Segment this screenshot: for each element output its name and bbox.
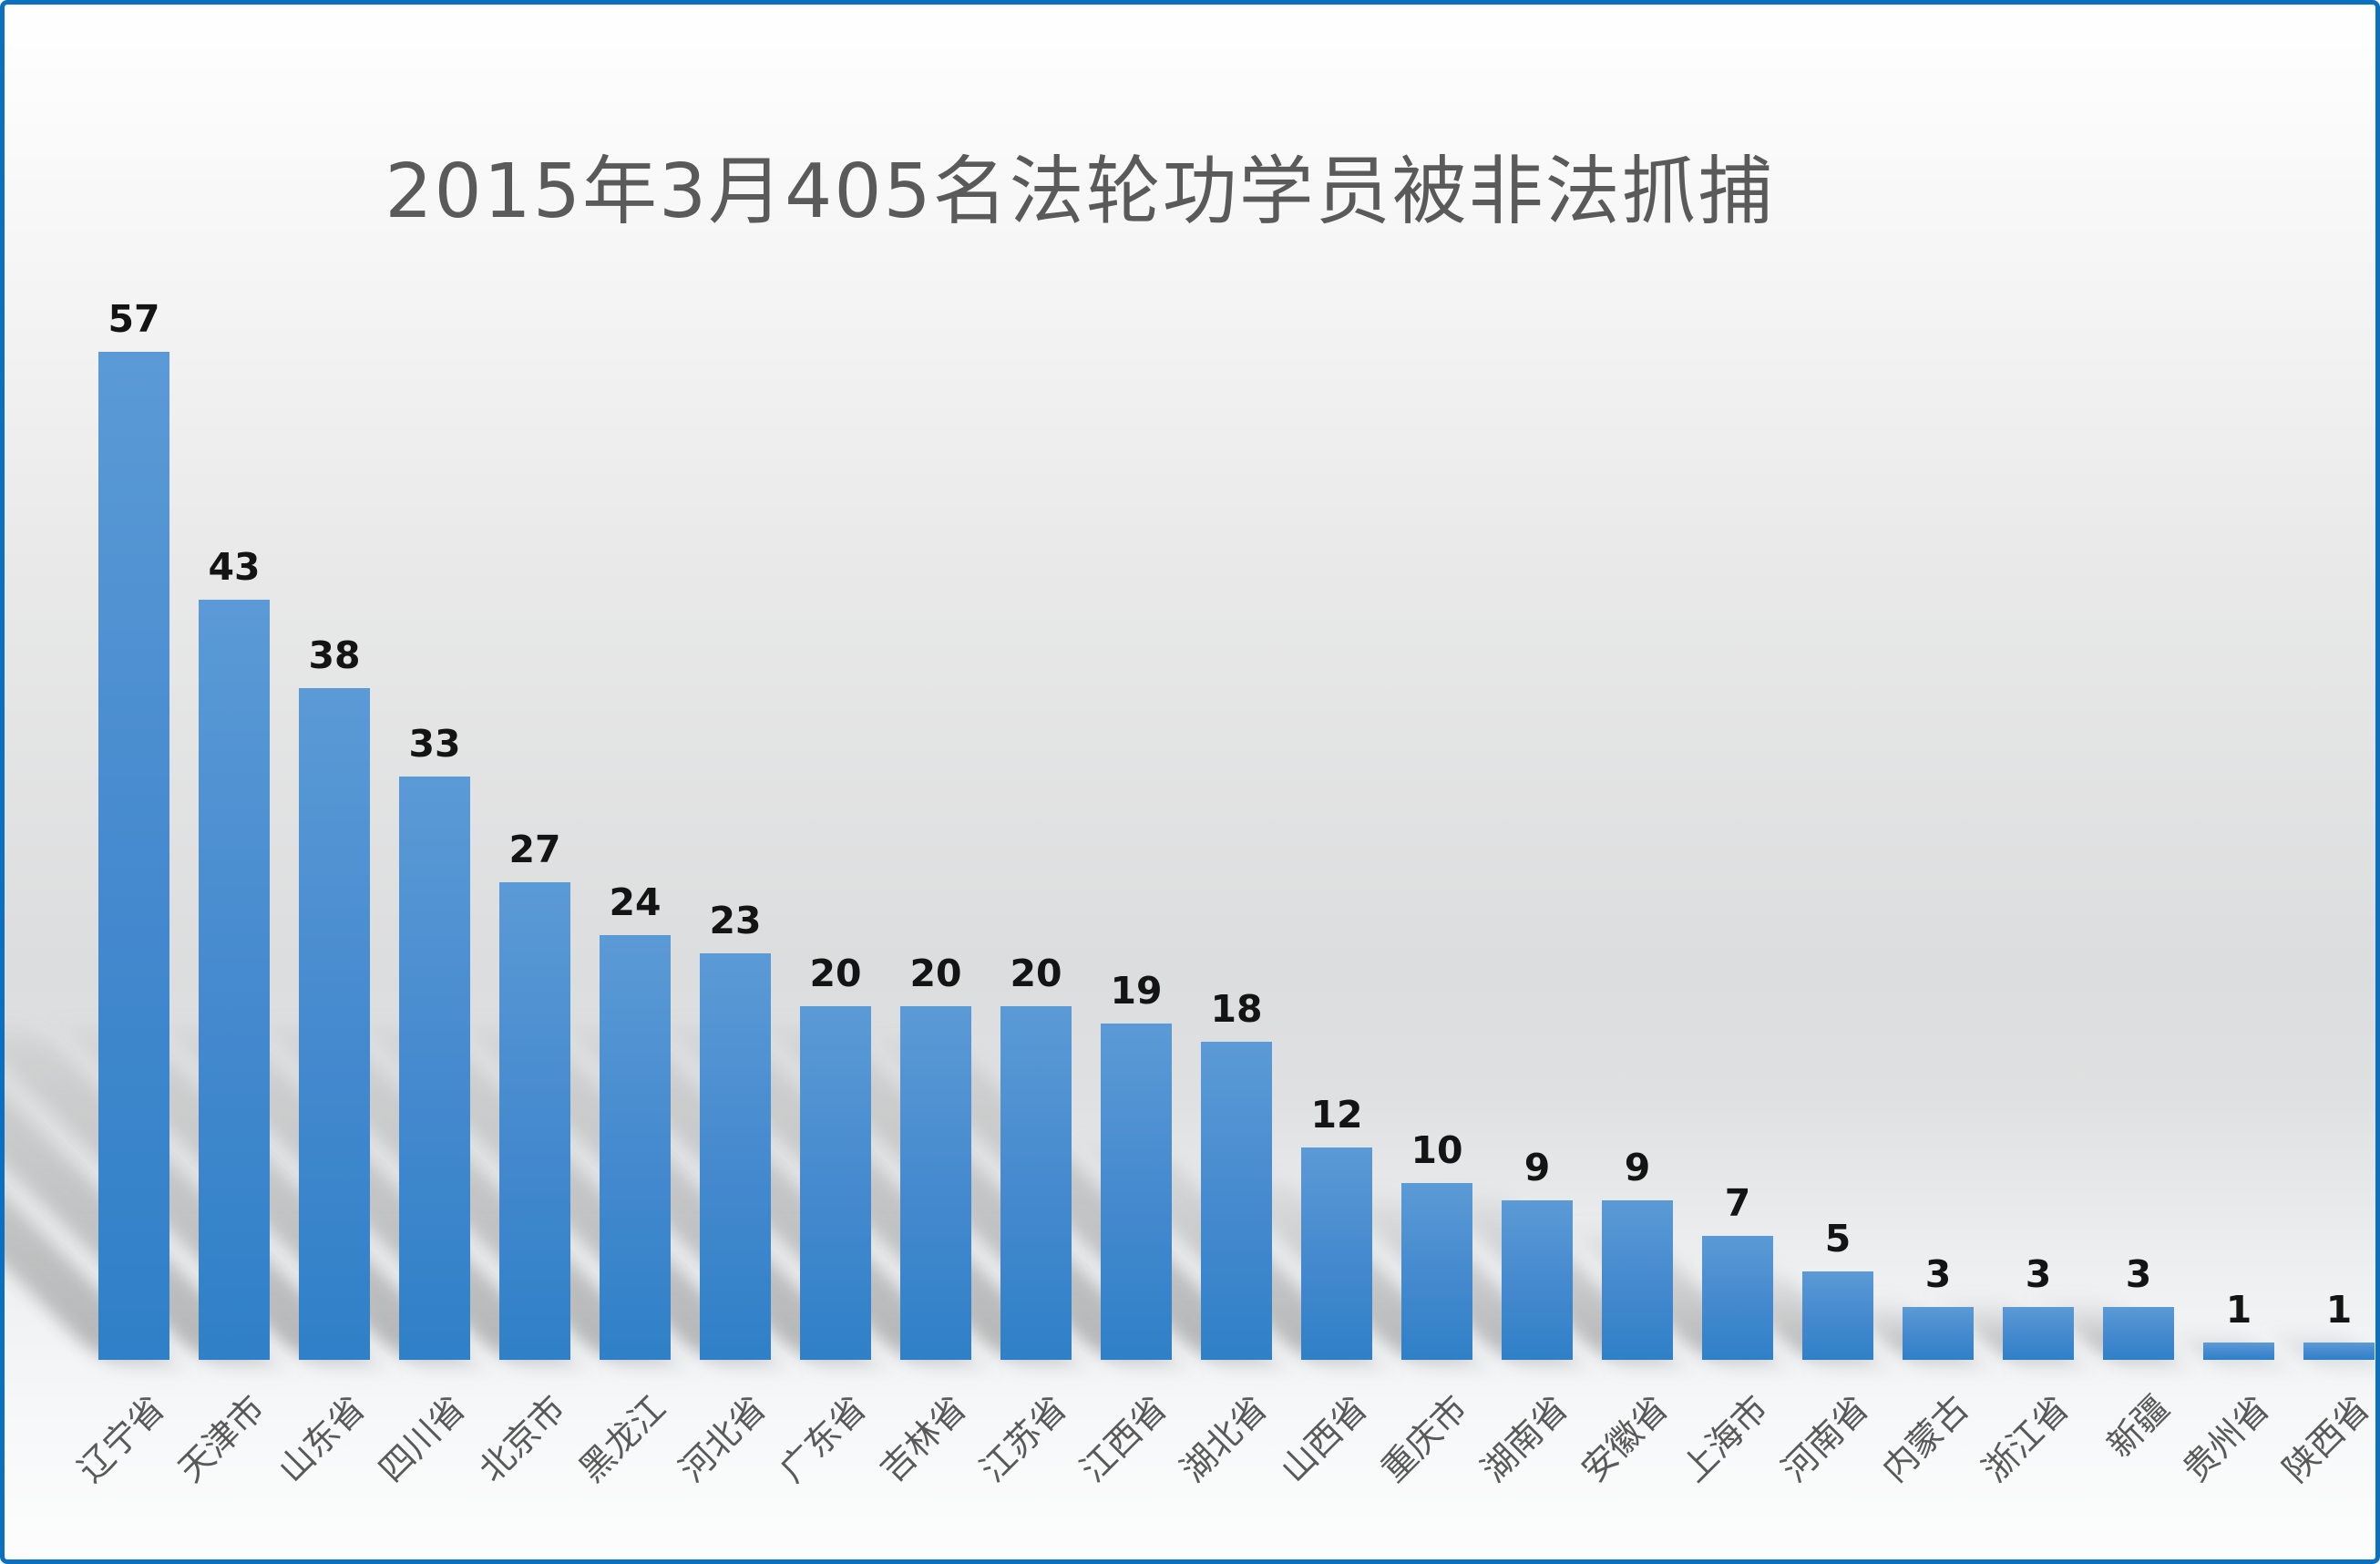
bar: [199, 600, 270, 1360]
bar-value-label: 1: [2325, 1288, 2353, 1332]
bar: [2103, 1307, 2174, 1360]
bar-value-label: 18: [1210, 987, 1263, 1031]
bar-value-label: 3: [2025, 1252, 2052, 1296]
bar-value-label: 12: [1310, 1093, 1363, 1137]
bar: [1000, 1006, 1072, 1360]
bar: [900, 1006, 971, 1360]
bar-value-label: 9: [1523, 1146, 1551, 1189]
bar: [499, 882, 570, 1360]
bar: [800, 1006, 871, 1360]
plot-area: 57 辽宁省 43 天津市 38 山东省 33 四川省 27 北京市 24 黑龙江 23 河北省 20 广东省…: [5, 5, 2375, 1559]
bar-value-label: 23: [709, 899, 762, 942]
bar: [1602, 1200, 1673, 1360]
bar: [1101, 1024, 1172, 1360]
bar: [1702, 1236, 1773, 1360]
bar: [1401, 1183, 1472, 1360]
bar-value-label: 10: [1411, 1128, 1463, 1172]
bar: [399, 777, 470, 1360]
bar-value-label: 38: [308, 633, 361, 677]
bar-value-label: 24: [609, 880, 662, 924]
bar: [2203, 1343, 2274, 1360]
bar: [600, 935, 671, 1360]
bar-value-label: 3: [2125, 1252, 2152, 1296]
bar-value-label: 9: [1624, 1146, 1651, 1189]
bar-value-label: 20: [909, 952, 962, 995]
bar: [2303, 1343, 2375, 1360]
chart-title: 2015年3月405名法轮功学员被非法抓捕: [385, 149, 1775, 235]
bar: [1502, 1200, 1573, 1360]
bar: [98, 352, 169, 1360]
bar: [700, 953, 771, 1360]
bar: [1802, 1271, 1873, 1360]
bar-value-label: 20: [809, 952, 862, 995]
bar-value-label: 5: [1824, 1217, 1852, 1260]
bar: [1201, 1042, 1272, 1360]
bar-value-label: 33: [408, 722, 461, 766]
bar-value-label: 3: [1924, 1252, 1952, 1296]
bar: [1903, 1307, 1974, 1360]
bar-value-label: 57: [108, 297, 160, 341]
bar: [299, 688, 370, 1360]
bar: [2003, 1307, 2074, 1360]
bar-value-label: 27: [508, 828, 561, 871]
bar-value-label: 19: [1110, 969, 1163, 1013]
bar-value-label: 7: [1724, 1181, 1751, 1225]
bar-value-label: 20: [1010, 952, 1062, 995]
bar: [1301, 1147, 1372, 1360]
bar-value-label: 1: [2225, 1288, 2252, 1332]
bar-value-label: 43: [208, 545, 261, 589]
